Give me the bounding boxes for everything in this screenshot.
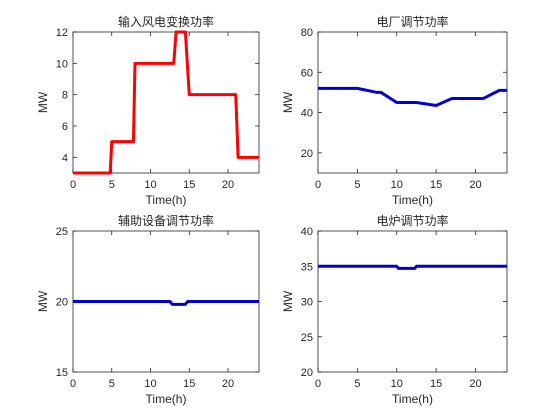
x-tick-label: 0	[70, 179, 76, 191]
x-tick-label: 0	[315, 179, 321, 191]
y-tick-label: 35	[301, 261, 313, 273]
y-tick-label: 12	[56, 27, 68, 39]
y-tick-label: 20	[301, 367, 313, 379]
y-tick-label: 30	[301, 297, 313, 309]
x-tick-label: 5	[109, 179, 115, 191]
x-axis-label: Time(h)	[392, 392, 433, 406]
y-tick-label: 60	[301, 67, 313, 79]
x-tick-label: 10	[144, 179, 156, 191]
subplot-title: 输入风电变换功率	[118, 14, 214, 29]
x-tick-label: 10	[391, 378, 403, 390]
axes-box	[72, 31, 260, 174]
subplot-1: 0 5 10 15 20 4 6 8 10 12 输入风电变换功率 Time(h) MW	[36, 14, 260, 207]
subplot-4: 0 5 10 15 20 20 25 30 35 40 电炉调节功率 Time(h) MW	[281, 213, 508, 406]
y-tick-label: 20	[56, 297, 68, 309]
x-tick-label: 5	[109, 378, 115, 390]
y-tick-label: 40	[301, 108, 313, 120]
y-tick-label: 25	[301, 332, 313, 344]
y-tick-label: 40	[301, 226, 313, 238]
y-tick-label: 6	[62, 121, 68, 133]
x-axis-label: Time(h)	[392, 193, 433, 207]
y-tick-label: 10	[56, 58, 68, 70]
series-line-1	[73, 300, 259, 306]
subplot-title: 电炉调节功率	[376, 213, 448, 228]
y-tick-label: 8	[62, 90, 68, 102]
x-tick-label: 0	[315, 378, 321, 390]
x-tick-label: 10	[391, 179, 403, 191]
subplot-3: 0 5 10 15 20 15 20 25 辅助设备调节功率 Time(h) MW	[36, 213, 260, 406]
x-tick-label: 15	[430, 179, 442, 191]
y-axis-label: MW	[36, 290, 50, 312]
x-tick-label: 20	[469, 179, 481, 191]
subplot-title: 辅助设备调节功率	[118, 213, 214, 228]
series-line-1	[318, 264, 507, 270]
y-tick-label: 80	[301, 27, 313, 39]
x-tick-label: 15	[183, 378, 195, 390]
x-tick-label: 5	[354, 179, 360, 191]
subplot-2: 0 5 10 15 20 20 40 60 80 电厂调节功率 Time(h) MW	[281, 14, 508, 207]
axes-box	[317, 230, 508, 373]
y-axis-label: MW	[36, 91, 50, 113]
y-tick-label: 4	[62, 152, 68, 164]
x-tick-label: 20	[222, 378, 234, 390]
x-tick-label: 5	[354, 378, 360, 390]
x-tick-label: 20	[222, 179, 234, 191]
series-line-1	[73, 30, 259, 175]
y-tick-label: 20	[301, 148, 313, 160]
series-line-1	[318, 86, 507, 108]
x-axis-label: Time(h)	[146, 392, 187, 406]
y-tick-label: 25	[56, 226, 68, 238]
y-axis-label: MW	[281, 91, 295, 113]
x-axis-label: Time(h)	[146, 193, 187, 207]
x-tick-label: 0	[70, 378, 76, 390]
x-tick-label: 15	[183, 179, 195, 191]
x-tick-label: 10	[144, 378, 156, 390]
x-tick-label: 15	[430, 378, 442, 390]
y-axis-label: MW	[281, 290, 295, 312]
subplot-title: 电厂调节功率	[376, 14, 448, 29]
x-tick-label: 20	[469, 378, 481, 390]
y-tick-label: 15	[56, 367, 68, 379]
